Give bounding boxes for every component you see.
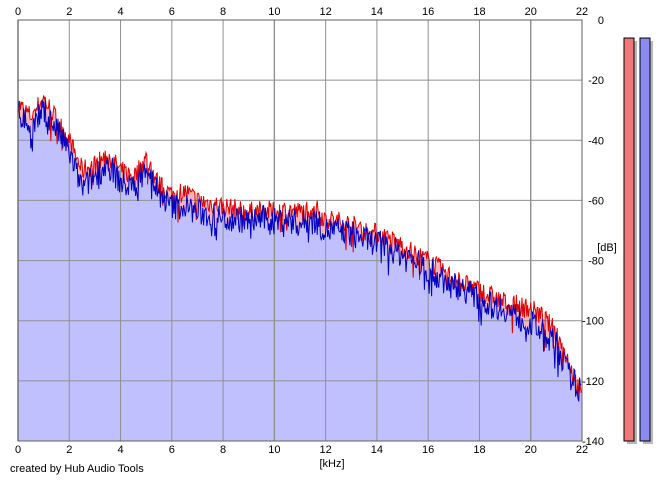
x-tick-top-label: 0 — [15, 6, 21, 18]
y-tick-label: 0 — [598, 15, 604, 27]
x-tick-bottom-label: 2 — [66, 444, 72, 456]
blue-level-meter — [639, 37, 651, 442]
x-tick-top-label: 10 — [268, 6, 280, 18]
y-tick-label: -100 — [582, 316, 604, 328]
x-tick-bottom-label: 14 — [371, 444, 383, 456]
x-axis-label: [kHz] — [319, 458, 344, 470]
y-tick-label: -120 — [582, 376, 604, 388]
blue-series-fill — [18, 99, 582, 441]
credit-text: created by Hub Audio Tools — [10, 463, 144, 475]
y-tick-label: -140 — [582, 436, 604, 448]
y-tick-label: -40 — [588, 135, 604, 147]
y-tick-label: -20 — [588, 75, 604, 87]
x-tick-top-label: 12 — [320, 6, 332, 18]
y-tick-label: -80 — [588, 256, 604, 268]
x-tick-bottom-label: 0 — [15, 444, 21, 456]
x-tick-top-label: 20 — [525, 6, 537, 18]
x-tick-top-label: 18 — [473, 6, 485, 18]
x-tick-top-label: 16 — [422, 6, 434, 18]
x-tick-bottom-label: 12 — [320, 444, 332, 456]
red-level-meter — [623, 37, 635, 442]
x-tick-bottom-label: 10 — [268, 444, 280, 456]
plot-frame — [17, 19, 583, 442]
x-tick-bottom-label: 8 — [220, 444, 226, 456]
x-tick-bottom-label: 22 — [576, 444, 588, 456]
x-tick-bottom-label: 18 — [473, 444, 485, 456]
x-tick-top-label: 14 — [371, 6, 383, 18]
y-axis-label: [dB] — [597, 242, 617, 254]
x-tick-top-label: 6 — [169, 6, 175, 18]
x-tick-bottom-label: 6 — [169, 444, 175, 456]
blue-series-line — [17, 99, 582, 402]
x-tick-top-label: 4 — [117, 6, 123, 18]
x-tick-bottom-label: 16 — [422, 444, 434, 456]
x-tick-bottom-label: 20 — [525, 444, 537, 456]
x-tick-top-label: 8 — [220, 6, 226, 18]
x-tick-top-label: 2 — [66, 6, 72, 18]
x-tick-bottom-label: 4 — [117, 444, 123, 456]
x-tick-top-label: 22 — [576, 6, 588, 18]
y-tick-label: -60 — [588, 195, 604, 207]
